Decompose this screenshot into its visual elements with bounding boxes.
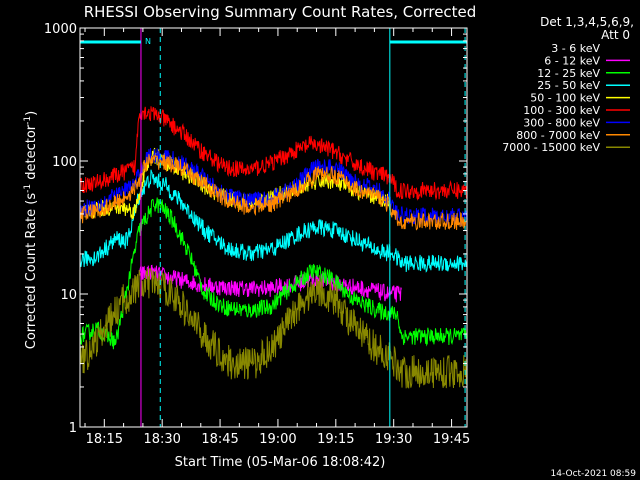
legend-label: 6 - 12 keV: [544, 54, 600, 67]
x-axis: 18:15 18:30 18:45 19:00 19:15 19:30 19:45: [84, 28, 470, 447]
series-line-800-7000-kev: [79, 154, 468, 231]
legend-label: 3 - 6 keV: [551, 42, 600, 55]
legend-label: 100 - 300 keV: [523, 104, 600, 117]
y-tick-label: 1000: [44, 22, 77, 37]
x-tick-label: 18:15: [86, 432, 123, 447]
night-marker-label: N: [145, 37, 151, 46]
legend-header-2: Att 0: [601, 28, 630, 42]
legend-label: 7000 - 15000 keV: [502, 141, 600, 154]
y-axis-label-sup2: -1: [23, 116, 33, 125]
x-tick-label: 19:00: [259, 432, 296, 447]
y-tick-label: 100: [52, 155, 77, 170]
legend-label: 50 - 100 keV: [530, 92, 600, 105]
series-line-7000-15000-kev: [79, 267, 468, 389]
series-line-100-300-kev: [79, 106, 468, 201]
series-line-3-6-kev: [92, 307, 375, 434]
footer-date: 14-Oct-2021 08:59: [551, 469, 637, 479]
legend-label: 300 - 800 keV: [523, 116, 600, 129]
x-tick-label: 19:15: [317, 432, 354, 447]
y-axis: 1 10 100 1000: [44, 22, 467, 436]
legend-header: Det 1,3,4,5,6,9,: [540, 15, 634, 29]
series-line-12-25-kev: [79, 197, 468, 350]
x-tick-label: 18:45: [201, 432, 238, 447]
x-axis-label: Start Time (05-Mar-06 18:08:42): [175, 455, 386, 470]
y-tick-label: 10: [60, 288, 77, 303]
chart-title: RHESSI Observing Summary Count Rates, Co…: [84, 3, 477, 21]
y-axis-label-end: ): [24, 111, 39, 116]
y-axis-label: Corrected Count Rate (s-1 detector-1): [23, 111, 39, 349]
series-layer: [79, 106, 468, 434]
y-axis-label-sup1: -1: [23, 184, 33, 193]
y-tick-label: 1: [69, 421, 77, 436]
legend-label: 25 - 50 keV: [537, 79, 600, 92]
x-tick-label: 18:30: [143, 432, 180, 447]
y-axis-label-main: Corrected Count Rate (s: [24, 193, 39, 350]
series-line-25-50-kev: [79, 169, 468, 273]
legend-label: 800 - 7000 keV: [516, 129, 600, 142]
legend-label: 12 - 25 keV: [537, 67, 600, 80]
series-line-6-12-kev: [138, 264, 402, 303]
x-tick-label: 19:45: [433, 432, 470, 447]
y-axis-label-mid: detector: [24, 124, 39, 184]
x-tick-label: 19:30: [375, 432, 412, 447]
plot-frame: [79, 27, 468, 428]
